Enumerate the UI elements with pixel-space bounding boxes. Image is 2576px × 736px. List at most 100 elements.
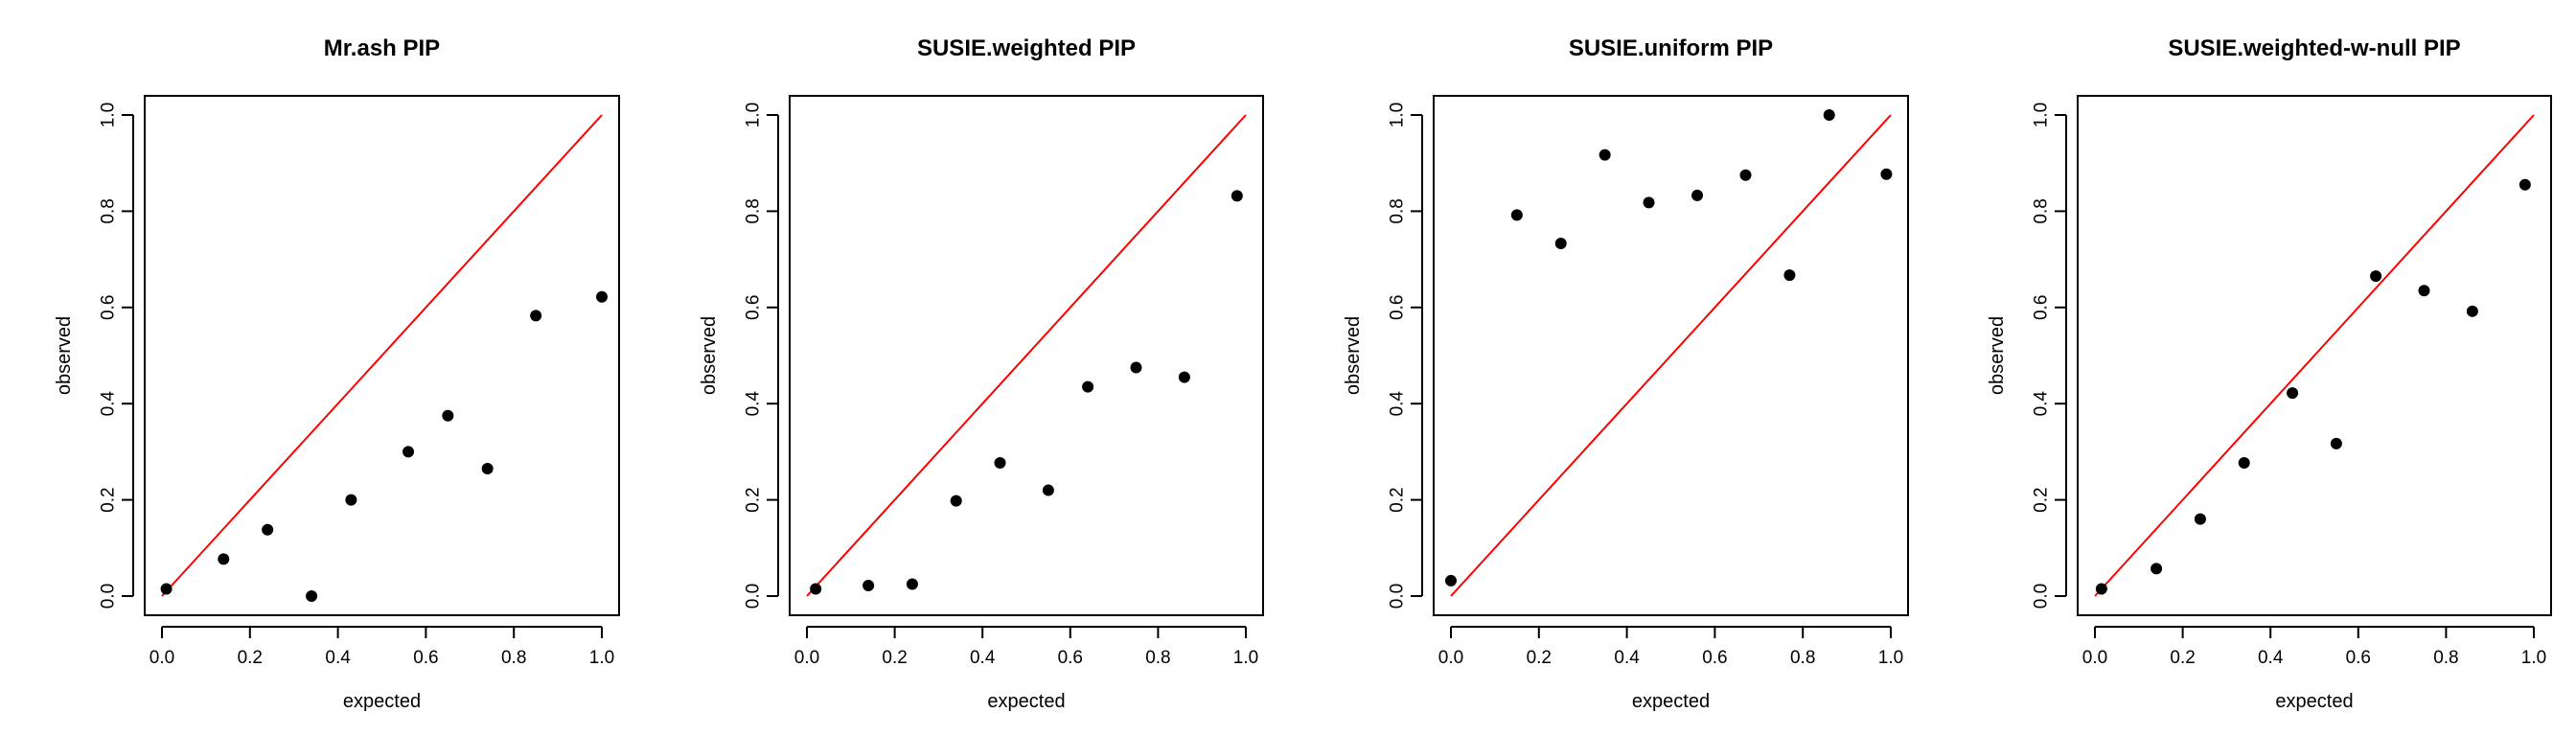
data-point bbox=[1130, 361, 1142, 374]
x-tick-label: 0.2 bbox=[238, 648, 263, 668]
data-point bbox=[2330, 437, 2342, 449]
data-point bbox=[1510, 209, 1523, 221]
data-point bbox=[306, 590, 318, 602]
x-tick-label: 0.0 bbox=[2082, 648, 2107, 668]
plot-frame bbox=[144, 95, 620, 616]
x-tick-label: 1.0 bbox=[589, 648, 614, 668]
x-axis-label: expected bbox=[987, 691, 1065, 712]
y-tick-label: 0.2 bbox=[1388, 487, 1408, 512]
y-axis-label: observed bbox=[54, 316, 75, 395]
data-point bbox=[1042, 484, 1054, 496]
data-point bbox=[1739, 169, 1752, 181]
chart-title: SUSIE.uniform PIP bbox=[1569, 35, 1773, 61]
data-point bbox=[442, 409, 454, 422]
chart-panel-4: SUSIE.weighted-w-null PIP 0.0 0.2 0.4 0.6 0.8… bbox=[1987, 35, 2552, 712]
data-point bbox=[1178, 371, 1190, 383]
data-point bbox=[160, 583, 172, 595]
chart-title: SUSIE.weighted PIP bbox=[917, 35, 1136, 61]
y-tick-label: 0.6 bbox=[744, 295, 764, 320]
y-tick-label: 0.0 bbox=[99, 584, 119, 609]
y-tick-label: 0.8 bbox=[2032, 198, 2052, 223]
reference-line bbox=[161, 114, 603, 597]
data-point bbox=[2418, 285, 2430, 297]
y-tick-label: 0.2 bbox=[99, 487, 119, 512]
x-tick-label: 0.2 bbox=[882, 648, 907, 668]
x-tick-label: 1.0 bbox=[1878, 648, 1903, 668]
data-point bbox=[2194, 513, 2206, 525]
y-tick-label: 0.0 bbox=[744, 584, 764, 609]
data-point bbox=[810, 583, 822, 595]
x-tick-label: 0.2 bbox=[1527, 648, 1552, 668]
chart-panel-1: Mr.ash PIP 0.0 0.2 0.4 0.6 0.8 1.0 0.0 0.2 0.4 0.6… bbox=[54, 35, 620, 712]
y-tick-label: 0.0 bbox=[1388, 584, 1408, 609]
data-point bbox=[1082, 380, 1094, 393]
data-point bbox=[2238, 456, 2250, 469]
data-point bbox=[950, 494, 962, 507]
data-point bbox=[345, 494, 357, 506]
x-tick-label: 0.6 bbox=[1702, 648, 1727, 668]
data-point bbox=[530, 310, 542, 322]
data-point bbox=[2518, 178, 2531, 191]
x-tick-label: 0.4 bbox=[325, 648, 351, 668]
y-tick-label: 0.8 bbox=[99, 198, 119, 223]
x-tick-label: 0.6 bbox=[413, 648, 438, 668]
data-point bbox=[2095, 583, 2107, 595]
x-tick-label: 0.8 bbox=[2433, 648, 2458, 668]
x-tick-label: 0.6 bbox=[2346, 648, 2371, 668]
x-tick-label: 1.0 bbox=[1233, 648, 1258, 668]
y-tick-label: 1.0 bbox=[2032, 103, 2052, 127]
y-tick-label: 0.2 bbox=[744, 487, 764, 512]
y-tick-label: 0.4 bbox=[1388, 391, 1408, 417]
y-tick-label: 0.4 bbox=[99, 391, 119, 417]
x-tick-label: 0.6 bbox=[1058, 648, 1083, 668]
x-tick-label: 0.0 bbox=[150, 648, 174, 668]
data-point bbox=[1554, 238, 1567, 250]
plot-frame bbox=[789, 95, 1264, 616]
x-tick-label: 0.4 bbox=[1614, 648, 1640, 668]
reference-line bbox=[2094, 114, 2535, 597]
x-axis-label: expected bbox=[2275, 691, 2353, 712]
y-tick-label: 0.8 bbox=[1388, 198, 1408, 223]
data-point bbox=[481, 462, 494, 474]
data-point bbox=[1230, 190, 1243, 202]
reference-line bbox=[1450, 114, 1892, 597]
reference-line bbox=[806, 114, 1247, 597]
y-tick-label: 0.6 bbox=[1388, 295, 1408, 320]
chart-title: SUSIE.weighted-w-null PIP bbox=[2168, 35, 2460, 61]
x-tick-label: 0.8 bbox=[1145, 648, 1170, 668]
y-tick-label: 0.6 bbox=[2032, 295, 2052, 320]
data-point bbox=[2370, 270, 2382, 283]
data-point bbox=[1880, 168, 1893, 180]
x-axis-label: expected bbox=[1632, 691, 1710, 712]
x-tick-label: 0.2 bbox=[2170, 648, 2195, 668]
y-tick-label: 1.0 bbox=[99, 103, 119, 127]
y-tick-label: 1.0 bbox=[744, 103, 764, 127]
data-point bbox=[2150, 563, 2163, 575]
y-tick-label: 0.4 bbox=[2032, 391, 2052, 417]
y-tick-label: 0.8 bbox=[744, 198, 764, 223]
x-tick-label: 1.0 bbox=[2521, 648, 2546, 668]
y-axis-label: observed bbox=[1987, 316, 2008, 395]
data-point bbox=[862, 579, 875, 591]
x-axis-label: expected bbox=[343, 691, 421, 712]
data-point bbox=[1445, 574, 1457, 586]
y-tick-label: 0.4 bbox=[744, 391, 764, 417]
chart-panel-3: SUSIE.uniform PIP 0.0 0.2 0.4 0.6 0.8 1.0 0.0 0.… bbox=[1343, 35, 1909, 712]
x-tick-label: 0.8 bbox=[1790, 648, 1815, 668]
x-tick-label: 0.8 bbox=[501, 648, 526, 668]
data-point bbox=[2466, 305, 2478, 317]
data-point bbox=[1691, 189, 1704, 201]
y-axis-label: observed bbox=[1343, 316, 1364, 395]
data-point bbox=[906, 578, 918, 590]
data-point bbox=[1643, 196, 1655, 209]
data-point bbox=[596, 290, 608, 303]
data-point bbox=[1823, 109, 1835, 121]
data-point bbox=[262, 523, 274, 536]
data-point bbox=[2287, 387, 2299, 400]
y-tick-label: 1.0 bbox=[1388, 103, 1408, 127]
y-tick-label: 0.0 bbox=[2032, 584, 2052, 609]
x-tick-label: 0.0 bbox=[1438, 648, 1463, 668]
x-tick-label: 0.4 bbox=[970, 648, 996, 668]
